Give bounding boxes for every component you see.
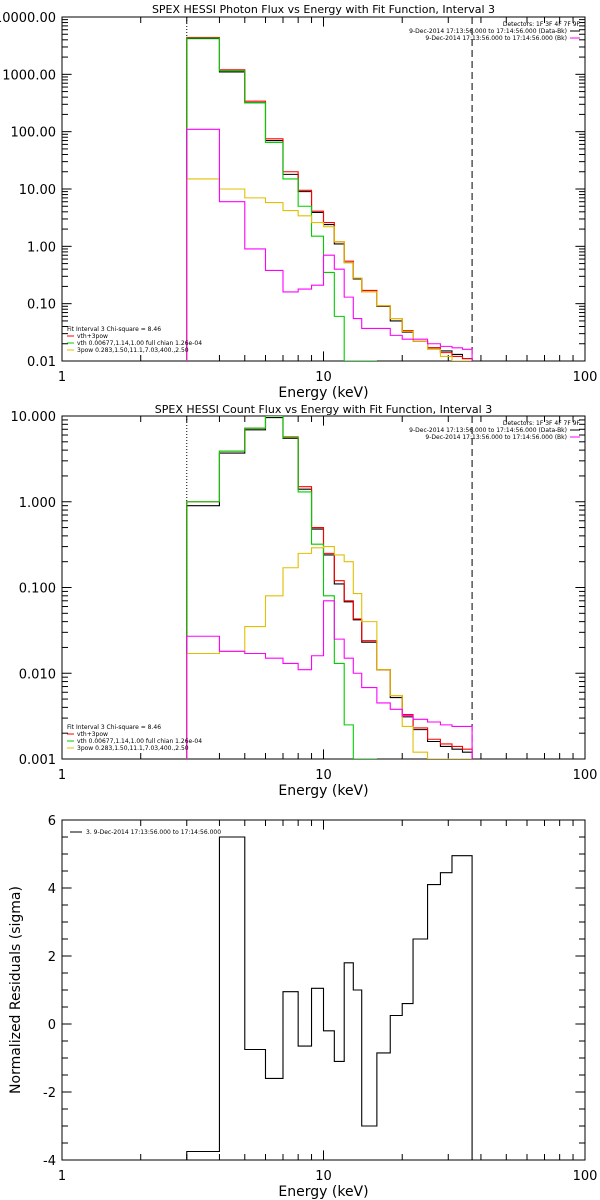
chart-title: SPEX HESSI Count Flux vs Energy with Fit… xyxy=(155,403,492,416)
y-tick-label: 1.00 xyxy=(27,240,56,255)
x-tick-label: 100 xyxy=(573,370,598,385)
legend-entry: Detectors: 1F 3F 4F 7F 9F xyxy=(503,21,581,28)
y-tick-label: 10.00 xyxy=(19,183,56,198)
legend-entry: 9-Dec-2014 17:13:56.000 to 17:14:56.000 … xyxy=(409,28,567,35)
y-tick-label: 6 xyxy=(48,814,56,829)
x-tick-label: 10 xyxy=(315,370,332,385)
y-tick-label: 2 xyxy=(48,950,56,965)
series-line-1 xyxy=(186,36,473,361)
x-axis-label: Energy (keV) xyxy=(278,783,368,799)
series-line-4 xyxy=(186,600,473,759)
y-tick-label: 0 xyxy=(48,1018,56,1033)
x-axis-label: Energy (keV) xyxy=(278,1184,368,1200)
count-flux-chart: SPEX HESSI Count Flux vs Energy with Fit… xyxy=(11,403,598,799)
y-tick-label: 0.10 xyxy=(27,298,56,313)
x-tick-label: 1 xyxy=(58,1169,66,1184)
series-line-0 xyxy=(186,836,473,1160)
legend-entry: vth+3pow xyxy=(77,333,108,340)
legend-entry: Detectors: 1F 3F 4F 7F 9F xyxy=(503,420,581,427)
x-tick-label: 1 xyxy=(58,768,66,783)
x-tick-label: 100 xyxy=(573,1169,598,1184)
y-tick-label: 4 xyxy=(48,882,56,897)
photon-flux-chart: SPEX HESSI Photon Flux vs Energy with Fi… xyxy=(0,3,598,400)
legend-entry: Fit Interval 3 Chi-square = 8.46 xyxy=(67,724,161,731)
legend-entry: 9-Dec-2014 17:13:56.000 to 17:14:56.000 … xyxy=(409,427,567,434)
series-line-2 xyxy=(186,37,377,361)
series-line-1 xyxy=(186,416,473,759)
y-tick-label: -4 xyxy=(43,1154,56,1169)
legend-entry: 9-Dec-2014 17:13:56.000 to 17:14:56.000 … xyxy=(425,434,567,441)
series-line-3 xyxy=(186,546,473,759)
series-line-4 xyxy=(186,128,473,361)
y-tick-label: 0.100 xyxy=(19,582,56,597)
legend-entry: 3pow 0.283,1.50,11.1,7.03,400.,2.50 xyxy=(77,347,189,354)
y-tick-label: 0.01 xyxy=(27,355,56,370)
y-tick-label: 10000.00 xyxy=(0,11,56,26)
y-tick-label: 0.001 xyxy=(19,753,56,768)
legend-entry: Fit Interval 3 Chi-square = 8.46 xyxy=(67,326,161,333)
legend-entry: vth+3pow xyxy=(77,731,108,738)
y-tick-label: 1000.00 xyxy=(2,68,56,83)
plot-frame xyxy=(61,16,586,362)
legend-entry: 9-Dec-2014 17:13:56.000 to 17:14:56.000 … xyxy=(425,35,567,42)
y-tick-label: 1.000 xyxy=(19,496,56,511)
y-axis-label: Normalized Residuals (sigma) xyxy=(8,886,24,1094)
legend-entry: vth 0.00677,1.14,1.00 full chian 1.26e-0… xyxy=(77,340,202,347)
x-tick-label: 10 xyxy=(315,768,332,783)
residuals-chart: 1 10 100 Energy (keV) -4 -2 0 2 4 6 Normalized Res… xyxy=(8,814,598,1200)
series-line-3 xyxy=(186,178,473,361)
series-line-0 xyxy=(186,38,473,361)
legend-entry: 3. 9-Dec-2014 17:13:56.000 to 17:14:56.0… xyxy=(86,829,221,836)
y-tick-label: 0.010 xyxy=(19,667,56,682)
x-tick-label: 100 xyxy=(573,768,598,783)
y-tick-label: 100.00 xyxy=(11,126,57,141)
x-tick-label: 1 xyxy=(58,370,66,385)
series-line-2 xyxy=(186,416,377,759)
chart-title: SPEX HESSI Photon Flux vs Energy with Fi… xyxy=(152,3,495,16)
x-tick-label: 10 xyxy=(315,1169,332,1184)
x-axis-label: Energy (keV) xyxy=(278,385,368,400)
legend-entry: 3pow 0.283,1.50,11.1,7.03,400.,2.50 xyxy=(77,745,189,752)
y-tick-label: -2 xyxy=(43,1086,56,1101)
series-line-0 xyxy=(186,416,473,759)
y-tick-label: 10.000 xyxy=(11,410,57,425)
legend-entry: vth 0.00677,1.14,1.00 full chian 1.26e-0… xyxy=(77,738,202,745)
